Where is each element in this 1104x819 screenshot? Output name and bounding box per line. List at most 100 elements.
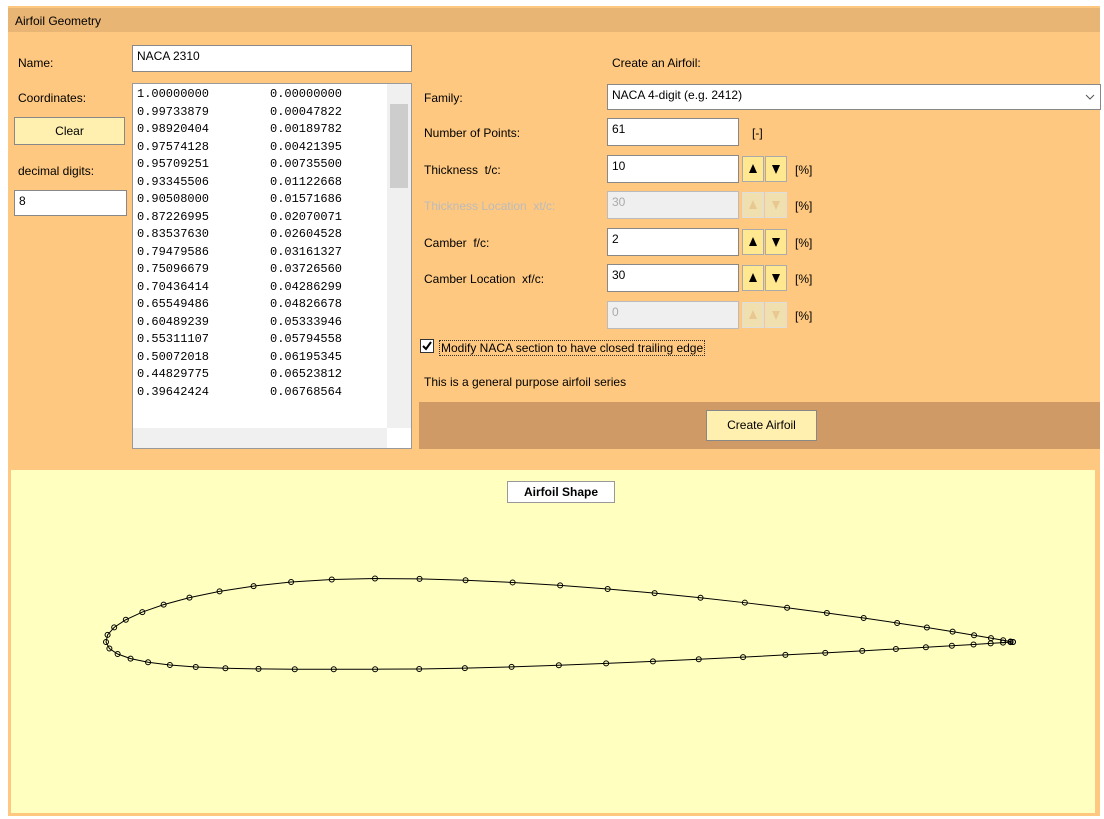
field-input[interactable]: 30 [607, 191, 739, 220]
spin-up[interactable] [742, 228, 764, 255]
field-input[interactable]: 30 [607, 264, 739, 293]
airfoil-point [697, 594, 704, 601]
coordinate-y: 0.06523812 [270, 367, 343, 381]
airfoil-point [330, 666, 337, 673]
field-unit: [%] [795, 272, 813, 287]
decimal-digits-input[interactable]: 8 [14, 190, 127, 216]
field-input[interactable]: 10 [607, 154, 739, 183]
airfoil-point [604, 586, 611, 593]
coordinate-x: 0.87226995 [137, 209, 210, 224]
spin-down[interactable] [765, 155, 787, 182]
airfoil-point [139, 609, 146, 616]
coordinate-x: 0.50072018 [137, 349, 210, 364]
airfoil-point [741, 599, 748, 606]
horizontal-scrollbar[interactable] [133, 428, 387, 448]
spin-down[interactable] [765, 302, 787, 328]
field-unit: [%] [795, 199, 813, 214]
coordinate-y: 0.06195345 [270, 349, 343, 364]
airfoil-point [166, 661, 173, 668]
airfoil-point [145, 659, 152, 666]
airfoil-point [1010, 639, 1016, 645]
airfoil-point [111, 624, 118, 631]
coordinate-x: 0.97574128 [137, 139, 210, 154]
coordinate-y: 0.03726560 [270, 262, 343, 276]
airfoil-point [923, 624, 930, 631]
coordinate-y: 0.04826678 [270, 297, 343, 311]
airfoil-point [104, 631, 111, 638]
dropdown-arrow [1085, 94, 1095, 100]
airfoil-point [127, 655, 134, 662]
field-input[interactable]: 2 [607, 227, 739, 256]
plot-area [11, 470, 1095, 813]
airfoil-point [970, 641, 977, 648]
clear-button[interactable]: Clear [14, 117, 125, 145]
airfoil-point [1000, 637, 1007, 644]
airfoil-point [922, 644, 929, 651]
airfoil-point [371, 575, 378, 582]
spin-down[interactable] [765, 265, 787, 292]
field-label: Camber f/c: [424, 235, 490, 250]
coordinate-x: 0.90508000 [137, 192, 210, 206]
airfoil-point [186, 594, 193, 601]
spin-down[interactable] [765, 192, 787, 219]
scroll-thumb[interactable] [390, 104, 408, 188]
coordinate-x: 0.75096679 [137, 262, 210, 276]
spin-up[interactable] [742, 155, 764, 182]
create-airfoil-button[interactable]: Create Airfoil [706, 410, 817, 441]
coordinate-y: 0.06768564 [270, 384, 343, 399]
airfoil-point [106, 645, 113, 652]
airfoil-point [255, 665, 262, 672]
airfoil-point [328, 576, 335, 583]
coordinates-textarea[interactable] [132, 83, 412, 449]
family-select[interactable]: NACA 4-digit (e.g. 2412) [607, 84, 1101, 110]
spin-down[interactable] [765, 228, 787, 255]
airfoil-point [740, 654, 747, 661]
airfoil-point [651, 590, 658, 597]
checkbox-label[interactable]: Modify NACA section to have closed trail… [439, 340, 706, 356]
spin-up[interactable] [742, 192, 764, 219]
airfoil-point [823, 609, 830, 616]
coordinate-y: 0.03161327 [270, 244, 343, 259]
header-title: Airfoil Geometry [15, 14, 102, 28]
field-input[interactable]: 61 [607, 118, 739, 146]
airfoil-point [372, 666, 379, 673]
airfoil-point [555, 662, 562, 669]
create-title: Create an Airfoil: [612, 56, 701, 70]
airfoil-point [250, 583, 257, 590]
coordinate-x: 0.83537630 [137, 227, 210, 241]
decimal-digits-label: decimal digits: [18, 164, 95, 178]
family-label: Family: [424, 91, 463, 105]
airfoil-point [509, 579, 516, 586]
airfoil-point [160, 601, 167, 608]
airfoil-point [860, 615, 867, 622]
airfoil-point [508, 663, 515, 670]
field-label: Camber Location xf/c: [424, 272, 545, 287]
airfoil-point [462, 577, 469, 584]
coordinate-x: 0.44829775 [137, 367, 210, 381]
name-input[interactable]: NACA 2310 [132, 45, 412, 72]
airfoil-point [948, 642, 955, 649]
airfoil-point [291, 666, 298, 673]
coordinate-y: 0.01571686 [270, 192, 343, 206]
spin-up[interactable] [742, 265, 764, 292]
coordinate-y: 0.02604528 [270, 227, 343, 241]
airfoil-point [114, 651, 121, 658]
coordinate-y: 0.04286299 [270, 279, 343, 294]
coordinate-x: 0.95709251 [137, 157, 210, 171]
airfoil-point [461, 665, 468, 672]
name-label: Name: [18, 56, 54, 70]
airfoil-point [784, 604, 791, 611]
field-label: Thickness t/c: [424, 162, 501, 177]
airfoil-outline [105, 578, 1014, 670]
airfoil-point [122, 616, 129, 623]
checkbox[interactable] [420, 339, 434, 353]
coordinate-y: 0.00047822 [270, 104, 343, 119]
field-input[interactable]: 0 [607, 301, 739, 329]
airfoil-point [288, 579, 295, 586]
airfoil-point [949, 628, 956, 635]
coordinate-x: 0.99733879 [137, 104, 210, 119]
airfoil-point [192, 663, 199, 670]
spin-up[interactable] [742, 302, 764, 328]
airfoil-point [894, 619, 901, 626]
